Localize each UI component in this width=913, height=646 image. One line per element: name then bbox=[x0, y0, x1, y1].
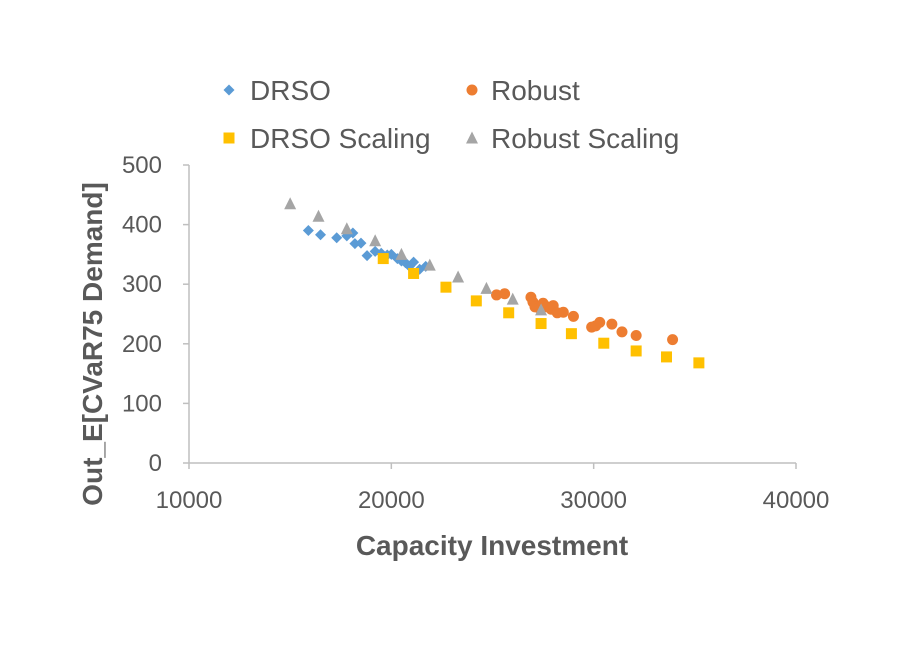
point-robust-scaling bbox=[452, 270, 465, 283]
x-tick-label: 40000 bbox=[763, 487, 830, 514]
series-drso-scaling bbox=[377, 253, 705, 369]
point-robust bbox=[491, 289, 503, 301]
x-axis-title: Capacity Investment bbox=[356, 530, 628, 561]
point-drso-scaling bbox=[661, 351, 673, 363]
point-drso-scaling bbox=[408, 267, 420, 279]
point-robust-scaling bbox=[395, 247, 408, 260]
point-robust-scaling bbox=[369, 234, 382, 247]
point-robust bbox=[616, 326, 628, 338]
legend-label-robust: Robust bbox=[491, 75, 580, 106]
legend-item-robust-scaling: Robust Scaling bbox=[466, 123, 679, 154]
legend-marker-drso bbox=[223, 84, 235, 96]
series-drso bbox=[302, 225, 432, 275]
series-robust bbox=[491, 288, 679, 346]
point-drso-scaling bbox=[598, 337, 610, 349]
legend-item-robust: Robust bbox=[466, 75, 580, 106]
point-drso-scaling bbox=[693, 357, 705, 369]
point-robust bbox=[557, 306, 569, 318]
point-robust bbox=[499, 288, 511, 300]
y-tick-label: 300 bbox=[122, 271, 162, 298]
y-tick-label: 100 bbox=[122, 390, 162, 417]
point-robust-scaling bbox=[340, 222, 353, 235]
point-drso-scaling bbox=[377, 253, 389, 265]
legend-label-drso: DRSO bbox=[250, 75, 331, 106]
y-axis-title: Out_E[CVaR75 Demand] bbox=[77, 182, 108, 506]
point-drso bbox=[331, 232, 343, 244]
legend-marker-drso-scaling bbox=[223, 132, 235, 144]
point-drso bbox=[355, 237, 367, 249]
x-tick-label: 20000 bbox=[358, 487, 425, 514]
x-tick-label: 30000 bbox=[560, 487, 627, 514]
point-drso-scaling bbox=[440, 281, 452, 293]
point-robust bbox=[567, 310, 579, 322]
point-drso-scaling bbox=[535, 318, 547, 330]
plot-area bbox=[284, 197, 705, 369]
point-drso bbox=[408, 256, 420, 268]
point-drso-scaling bbox=[503, 307, 515, 319]
point-drso bbox=[361, 250, 373, 262]
point-robust-scaling bbox=[506, 292, 519, 305]
point-drso bbox=[315, 229, 327, 241]
legend: DRSO Robust DRSO Scaling Robust Scaling bbox=[223, 75, 679, 154]
y-tick-label: 0 bbox=[149, 450, 162, 477]
legend-marker-robust-scaling bbox=[466, 131, 478, 144]
y-tick-label: 400 bbox=[122, 212, 162, 239]
point-drso bbox=[369, 245, 381, 257]
point-robust bbox=[667, 334, 679, 346]
axes: 10000 20000 30000 40000 0 100 200 300 400 500 bbox=[122, 152, 829, 514]
point-drso-scaling bbox=[565, 328, 577, 340]
legend-label-drso-scaling: DRSO Scaling bbox=[250, 123, 431, 154]
point-drso-scaling bbox=[630, 345, 642, 357]
point-drso-scaling bbox=[470, 295, 482, 307]
y-tick-label: 500 bbox=[122, 152, 162, 179]
y-tick-label: 200 bbox=[122, 331, 162, 358]
point-drso bbox=[302, 225, 314, 237]
point-robust bbox=[594, 316, 606, 328]
series-robust-scaling bbox=[284, 197, 548, 316]
x-tick-label: 10000 bbox=[156, 487, 223, 514]
point-robust bbox=[606, 318, 618, 330]
legend-marker-robust bbox=[466, 84, 478, 96]
point-robust-scaling bbox=[480, 281, 493, 294]
legend-label-robust-scaling: Robust Scaling bbox=[491, 123, 679, 154]
point-robust-scaling bbox=[284, 197, 297, 210]
point-robust-scaling bbox=[423, 258, 436, 271]
point-robust bbox=[630, 329, 642, 341]
legend-item-drso-scaling: DRSO Scaling bbox=[223, 123, 431, 154]
legend-item-drso: DRSO bbox=[223, 75, 331, 106]
point-robust-scaling bbox=[312, 209, 325, 222]
point-robust-scaling bbox=[535, 303, 548, 316]
